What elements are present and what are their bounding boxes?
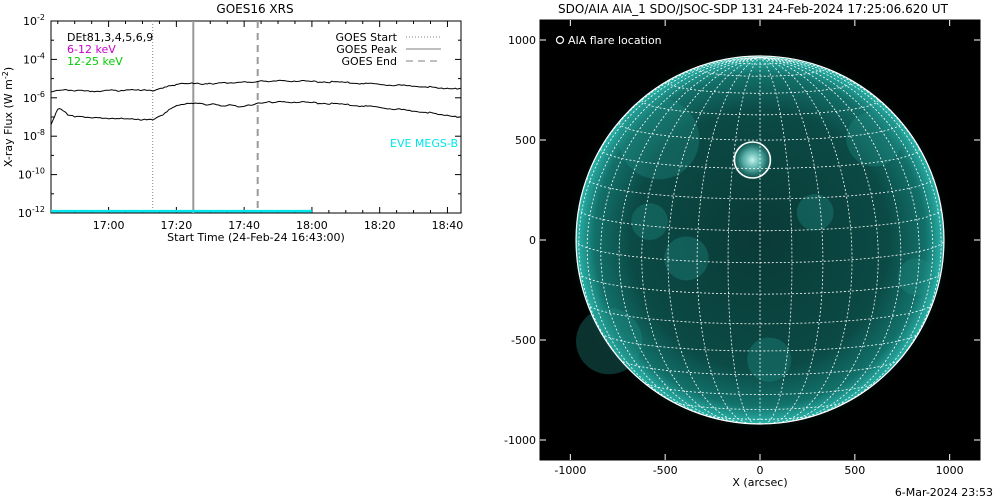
plot-timestamp: 6-Mar-2024 23:53 (895, 486, 993, 499)
grid-line (587, 303, 933, 325)
goes-series-group (51, 79, 461, 213)
grid-line (727, 57, 761, 424)
grid-line (586, 57, 761, 414)
grid-line (759, 57, 942, 391)
goes-legend-entry: 12-25 keV (67, 55, 123, 68)
aia-y-tick-label: 500 (515, 134, 536, 147)
grid-line (701, 413, 819, 420)
active-region-glow (747, 337, 792, 382)
goes-xrs-panel: GOES16 XRS 10-2 10-4 10-6 10-8 10-10 10-12 17… (1, 2, 463, 244)
aia-x-tick-label: -500 (653, 464, 678, 477)
aia-x-axis-label: X (arcsec) (732, 476, 787, 489)
goes-x-axis: 17:00 17:20 17:40 18:00 18:20 18:40 (57, 21, 464, 232)
goes-x-tick-label: 17:40 (228, 219, 260, 232)
grid-line (759, 57, 853, 424)
grid-line (696, 68, 824, 77)
solar-disk-fill (576, 56, 944, 424)
heliographic-grid (576, 57, 944, 424)
goes-y-axis-label: X-ray Flux (W m-2) (1, 67, 15, 167)
goes-legend-marker-label: GOES Peak (336, 43, 397, 56)
goes-y-tick-label: 10-6 (23, 90, 45, 105)
flare-location-circle (733, 141, 772, 179)
grid-line (759, 57, 934, 414)
grid-line (619, 358, 901, 376)
aia-y-axis: 1000 500 0 -500 -1000 (504, 34, 980, 447)
goes-y-tick-label: 10-2 (23, 13, 45, 28)
grid-line (759, 57, 793, 424)
aia-x-axis: -1000 -500 0 500 1000 (554, 20, 964, 477)
aia-x-tick-label: -1000 (554, 464, 586, 477)
goes-x-tick-label: 17:00 (93, 219, 125, 232)
goes-y-tick-label: 10-8 (23, 128, 45, 143)
eve-megs-b-label: EVE MEGS-B (390, 137, 458, 150)
goes-y-axis: 10-2 10-4 10-6 10-8 10-10 10-12 (18, 13, 461, 220)
active-region-glow (576, 308, 643, 375)
grid-line (641, 57, 761, 423)
aia-legend: AIA flare location (555, 34, 662, 47)
goes-y-tick-label: 10-10 (18, 167, 45, 182)
goes-chart-title: GOES16 XRS (216, 2, 293, 16)
goes-x-axis-label: Start Time (24-Feb-24 16:43:00) (167, 231, 345, 244)
grid-line (600, 57, 761, 420)
aia-legend-marker (555, 35, 565, 45)
grid-line (759, 57, 902, 422)
active-region-glow (796, 194, 834, 231)
aia-image-title: SDO/AIA AIA_1 SDO/JSOC-SDP 131 24-Feb-20… (558, 2, 949, 16)
grid-line (759, 57, 920, 420)
grid-line (667, 57, 761, 424)
flare-brightening (732, 140, 773, 180)
aia-x-tick-label: 1000 (936, 464, 964, 477)
goes-legend-entry: DEt81,3,4,5,6,9 (67, 31, 153, 44)
solar-disk (564, 44, 956, 436)
grid-line (578, 57, 761, 391)
goes-series-line (51, 79, 461, 93)
grid-line (618, 57, 761, 422)
grid-line (759, 57, 879, 423)
aia-x-tick-label: 500 (844, 464, 865, 477)
goes-x-tick-label: 18:20 (364, 219, 396, 232)
goes-y-tick-label: 10-12 (18, 205, 45, 220)
active-region-glow (846, 111, 902, 167)
goes-series-line (51, 100, 461, 125)
goes-legend-marker-label: GOES End (341, 55, 397, 68)
aia-y-tick-label: 1000 (508, 34, 536, 47)
aia-y-tick-label: -1000 (504, 434, 536, 447)
active-region-glow (897, 258, 935, 296)
aia-y-tick-label: 0 (529, 234, 536, 247)
aia-y-tick-label: -500 (511, 334, 536, 347)
aia-x-tick-label: 0 (757, 464, 764, 477)
aia-legend-label: AIA flare location (568, 34, 662, 47)
solar-limb (575, 55, 945, 425)
aia-image-panel: SDO/AIA AIA_1 SDO/JSOC-SDP 131 24-Feb-20… (504, 2, 993, 499)
goes-legend-entry: 6-12 keV (67, 43, 116, 56)
goes-x-tick-label: 17:20 (161, 219, 193, 232)
goes-legend-marker-label: GOES Start (336, 31, 398, 44)
goes-y-tick-label: 10-4 (23, 51, 45, 66)
goes-event-markers (152, 21, 259, 213)
active-region-glow (664, 236, 709, 281)
goes-x-tick-label: 18:00 (296, 219, 328, 232)
active-region-glow (631, 203, 669, 241)
goes-x-tick-label: 18:40 (432, 219, 464, 232)
